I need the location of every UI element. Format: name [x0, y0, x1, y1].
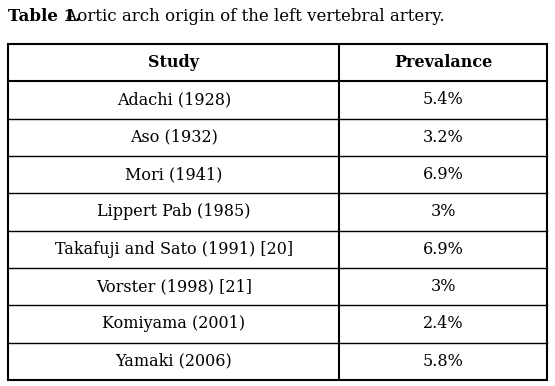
Text: 3.2%: 3.2% [423, 129, 463, 146]
Text: Prevalance: Prevalance [394, 54, 492, 71]
Text: Mori (1941): Mori (1941) [125, 166, 223, 183]
Text: Takafuji and Sato (1991) [20]: Takafuji and Sato (1991) [20] [55, 241, 293, 258]
Text: 5.4%: 5.4% [423, 91, 463, 108]
Text: 6.9%: 6.9% [423, 166, 463, 183]
Bar [8, 44, 547, 380]
Text: Yamaki (2006): Yamaki (2006) [115, 353, 232, 370]
Text: Aortic arch origin of the left vertebral artery.: Aortic arch origin of the left vertebral… [60, 8, 445, 25]
Text: Table 1.: Table 1. [8, 8, 81, 25]
Text: Lippert Pab (1985): Lippert Pab (1985) [97, 203, 250, 220]
Text: Study: Study [148, 54, 199, 71]
Text: 5.8%: 5.8% [423, 353, 463, 370]
Text: 6.9%: 6.9% [423, 241, 463, 258]
Text: Adachi (1928): Adachi (1928) [117, 91, 231, 108]
Text: 3%: 3% [431, 203, 456, 220]
Text: Komiyama (2001): Komiyama (2001) [102, 315, 245, 332]
Text: Vorster (1998) [21]: Vorster (1998) [21] [96, 278, 252, 295]
Text: Aso (1932): Aso (1932) [130, 129, 218, 146]
Text: 2.4%: 2.4% [423, 315, 463, 332]
Text: 3%: 3% [431, 278, 456, 295]
